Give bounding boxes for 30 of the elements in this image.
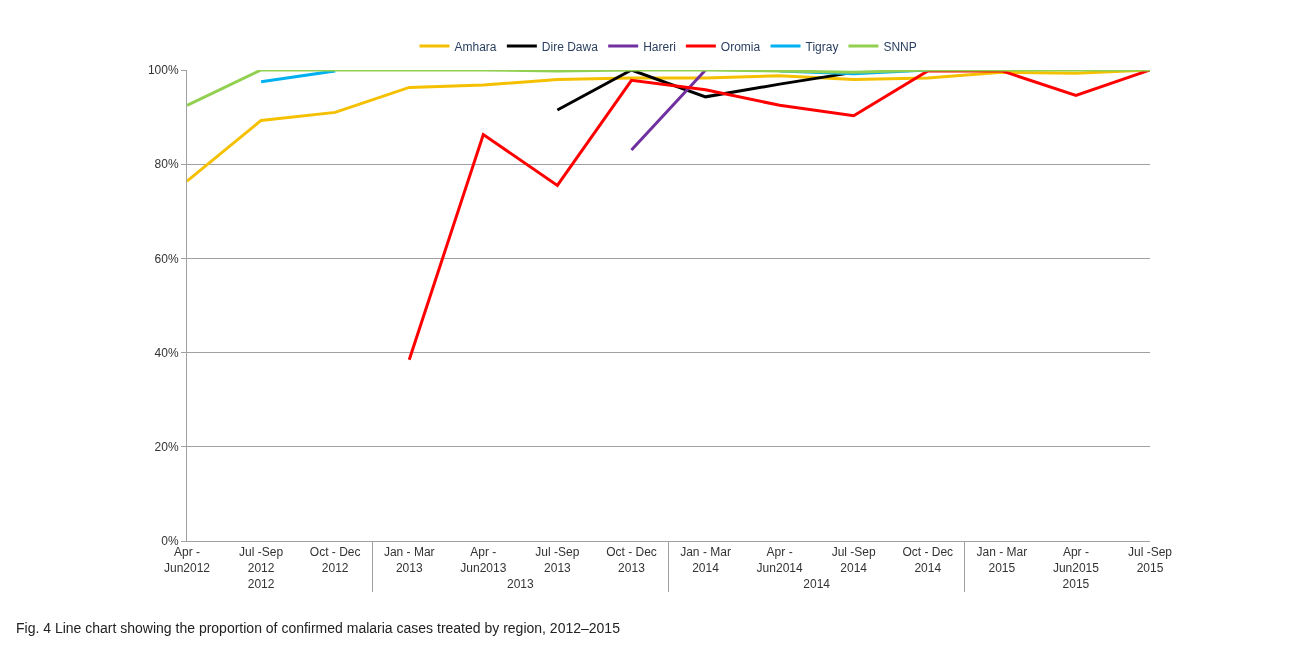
x-tick-label: Jul -Sep 2015 <box>1127 545 1173 575</box>
legend-label: Hareri <box>643 39 676 54</box>
x-tick-label: Apr - Jun2014 <box>756 545 803 575</box>
x-tick-label: Jul -Sep 2014 <box>831 545 877 575</box>
y-tick-label: 60% <box>154 251 179 266</box>
legend-label: Dire Dawa <box>541 39 599 54</box>
x-tick-label: Jul -Sep 2012 <box>239 545 284 575</box>
legend-label: SNNP <box>883 39 917 54</box>
x-tick-label: Apr - Jun2015 <box>1052 545 1100 575</box>
x-tick-label: Jan - Mar 2013 <box>383 545 435 575</box>
y-tick-label: 40% <box>154 345 179 360</box>
text: 2012 <box>247 577 275 591</box>
y-tick-label: 20% <box>154 440 179 454</box>
y-tick-label: 100% <box>147 63 179 78</box>
x-tick-label: Oct - Dec 2014 <box>902 545 954 575</box>
text: 2014 <box>803 577 831 591</box>
legend-label: Tigray <box>805 39 839 54</box>
x-tick-label: Oct - Dec 2013 <box>606 545 657 575</box>
x-tick-label: Apr - Jun2012 <box>163 545 211 575</box>
text: 2013 <box>507 577 535 591</box>
x-tick-label: Oct - Dec 2012 <box>309 545 361 575</box>
x-tick-label: Jan - Mar 2014 <box>680 545 731 575</box>
y-tick-label: 80% <box>154 157 179 172</box>
x-tick-label: Apr - Jun2013 <box>460 545 507 575</box>
x-tick-label: Jul -Sep 2013 <box>535 545 580 575</box>
x-tick-label: Jan - Mar 2015 <box>976 545 1028 575</box>
text: 2015 <box>1062 577 1090 591</box>
legend-label: Amhara <box>454 39 497 54</box>
caption: Fig. 4 Line chart showing the proportion of confirmed malaria cases treated by region, 2012–2015 <box>16 620 621 636</box>
legend-label: Oromia <box>720 39 761 54</box>
